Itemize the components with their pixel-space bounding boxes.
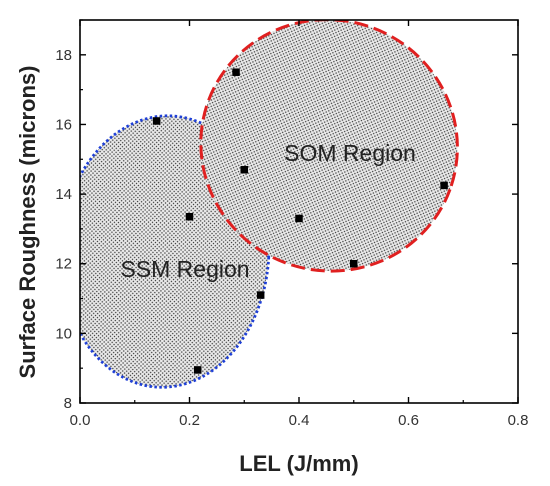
y-tick-label: 18: [55, 47, 72, 64]
y-tick-label: 16: [55, 116, 72, 133]
data-point-8: [350, 259, 358, 268]
regions-layer: [80, 20, 459, 389]
x-tick-label: 0.0: [70, 412, 91, 429]
y-tick-label: 10: [55, 325, 72, 342]
data-point-4: [256, 291, 265, 299]
x-tick-label: 0.8: [508, 412, 529, 429]
x-tick-label: 0.4: [289, 412, 310, 429]
ticks-layer: 0.0 0.2 0.4 0.6 0.8 8 10 12 14 16 18: [55, 19, 529, 429]
region-label-2: SOM Region: [284, 140, 416, 166]
x-tick-label: 0.2: [179, 412, 200, 429]
points-layer: [152, 68, 448, 374]
region-label-1: SSM Region: [120, 256, 249, 282]
region-ellipse-2: [199, 20, 459, 273]
data-point-3: [193, 366, 202, 374]
data-point-2: [185, 212, 194, 221]
y-axis-title: Surface Roughness (microns): [15, 66, 40, 379]
data-point-7: [295, 214, 303, 223]
data-point-9: [440, 181, 448, 190]
y-tick-label: 14: [55, 186, 72, 203]
data-point-1: [152, 117, 161, 125]
x-axis-title: LEL (J/mm): [239, 451, 358, 476]
y-tick-label: 12: [55, 256, 72, 273]
data-point-5: [232, 68, 240, 76]
data-point-6: [240, 165, 248, 174]
x-tick-label: 0.6: [398, 412, 419, 429]
y-tick-label: 8: [64, 395, 72, 412]
